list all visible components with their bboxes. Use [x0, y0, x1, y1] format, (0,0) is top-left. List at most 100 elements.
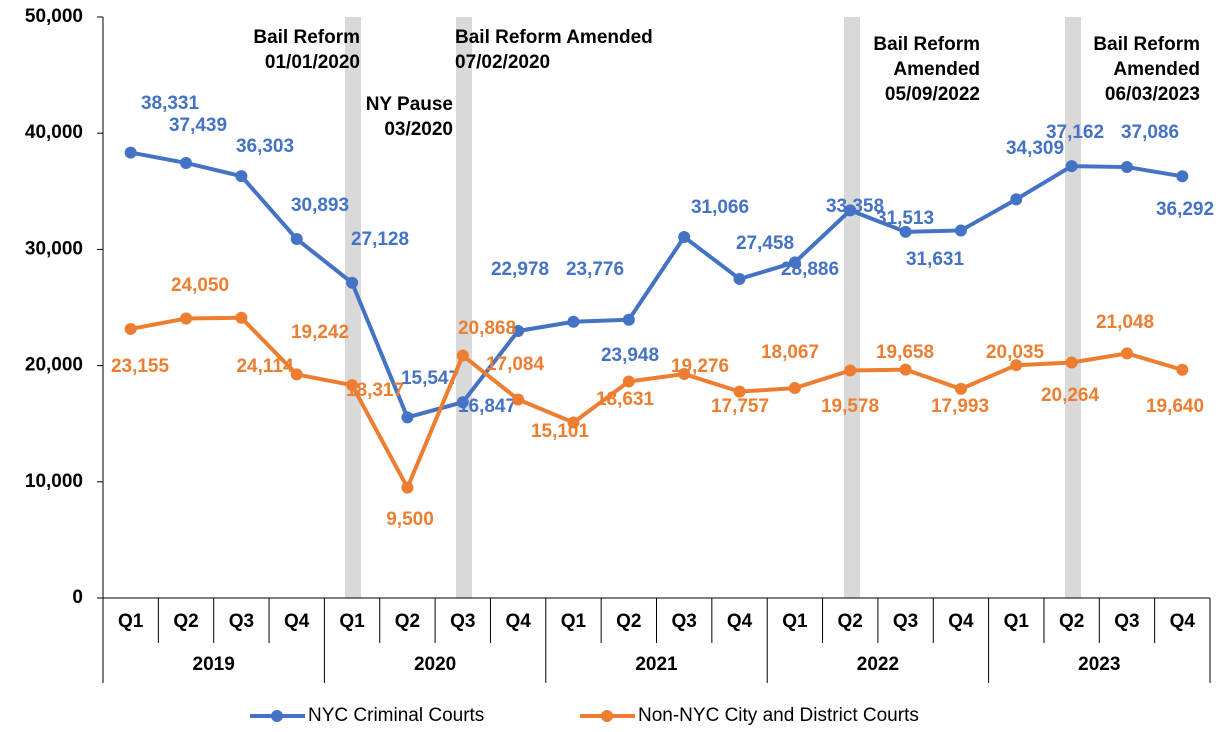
data-point	[456, 396, 469, 409]
data-point	[733, 385, 746, 398]
x-tick-label: Q4	[505, 611, 531, 632]
data-label: 22,978	[491, 259, 549, 280]
annotation: Bail Reform	[873, 34, 980, 55]
x-group-label: 2020	[414, 654, 456, 675]
data-label: 17,084	[486, 354, 545, 375]
data-label: 20,264	[1041, 385, 1100, 406]
data-point	[512, 324, 525, 337]
data-label: 36,292	[1156, 199, 1214, 220]
data-point	[346, 379, 359, 392]
data-point	[235, 311, 248, 324]
data-point	[788, 256, 801, 269]
data-point	[1120, 347, 1133, 360]
data-label: 18,317	[346, 380, 404, 401]
annotation: Bail Reform	[253, 27, 360, 48]
legend-label: NYC Criminal Courts	[308, 705, 484, 726]
data-point	[1176, 170, 1189, 183]
data-label: 27,128	[351, 229, 409, 250]
data-label: 24,050	[171, 275, 229, 296]
y-tick-label: 0	[72, 587, 83, 608]
data-label: 23,155	[111, 356, 170, 377]
x-tick-label: Q1	[118, 611, 144, 632]
legend-marker	[601, 710, 613, 722]
data-point	[346, 276, 359, 289]
data-point	[180, 312, 193, 325]
data-label: 19,276	[671, 356, 729, 377]
event-band	[844, 17, 860, 598]
data-label: 20,035	[986, 342, 1045, 363]
data-label: 31,513	[876, 208, 934, 229]
series-line	[130, 150, 1183, 420]
y-tick-label: 10,000	[25, 471, 83, 492]
x-tick-label: Q4	[1170, 611, 1196, 632]
data-point	[1065, 356, 1078, 369]
data-point	[622, 313, 635, 326]
data-point	[1176, 363, 1189, 376]
x-tick-label: Q4	[284, 611, 310, 632]
x-tick-label: Q2	[616, 611, 641, 632]
annotation: 01/01/2020	[265, 52, 360, 73]
data-label: 30,893	[291, 195, 349, 216]
data-label: 31,066	[691, 197, 749, 218]
annotation: 03/2020	[384, 119, 453, 140]
data-point	[290, 233, 303, 246]
data-label: 19,578	[821, 396, 879, 417]
y-tick-label: 40,000	[25, 122, 83, 143]
data-point	[678, 368, 691, 381]
data-point	[622, 375, 635, 388]
data-label: 24,114	[236, 356, 293, 377]
annotation: 05/09/2022	[885, 84, 980, 105]
data-label: 37,086	[1121, 122, 1179, 143]
event-band	[456, 17, 472, 598]
data-label: 19,242	[291, 322, 349, 343]
event-band	[1065, 17, 1081, 598]
legend-label: Non-NYC City and District Courts	[638, 705, 919, 726]
x-group-label: 2019	[193, 654, 235, 675]
y-tick-label: 20,000	[25, 355, 83, 376]
data-point	[124, 322, 137, 335]
annotation: 07/02/2020	[455, 52, 550, 73]
data-label: 15,101	[531, 421, 590, 442]
x-tick-label: Q2	[838, 611, 863, 632]
data-point	[678, 231, 691, 244]
data-point	[788, 382, 801, 395]
data-label: 19,658	[876, 342, 934, 363]
data-label: 31,631	[906, 249, 965, 270]
x-group-label: 2021	[635, 654, 678, 675]
event-band	[345, 17, 361, 598]
data-point	[512, 393, 525, 406]
annotation: 06/03/2023	[1105, 84, 1200, 105]
data-point	[954, 224, 967, 237]
data-point	[401, 481, 414, 494]
data-label: 21,048	[1096, 312, 1154, 333]
x-tick-label: Q4	[727, 611, 753, 632]
annotation: Amended	[893, 59, 980, 80]
y-tick-label: 50,000	[25, 6, 83, 27]
x-tick-label: Q1	[339, 611, 365, 632]
data-point	[456, 349, 469, 362]
annotation: Bail Reform	[1093, 34, 1200, 55]
data-label: 16,847	[458, 396, 516, 417]
x-tick-label: Q3	[450, 611, 475, 632]
data-point	[899, 225, 912, 238]
data-label: 37,162	[1046, 122, 1104, 143]
data-label: 17,757	[711, 396, 769, 417]
data-point	[844, 204, 857, 217]
x-tick-label: Q1	[561, 611, 587, 632]
x-tick-label: Q1	[1004, 611, 1030, 632]
data-point	[235, 170, 248, 183]
data-label: 27,458	[736, 233, 794, 254]
data-point	[401, 411, 414, 424]
data-label: 18,631	[596, 389, 655, 410]
data-label: 34,309	[1006, 138, 1064, 159]
annotation: NY Pause	[366, 94, 453, 115]
x-group-label: 2023	[1078, 654, 1120, 675]
x-tick-label: Q3	[893, 611, 918, 632]
legend-marker	[271, 710, 283, 722]
data-label: 23,948	[601, 345, 659, 366]
data-point	[899, 363, 912, 376]
x-tick-label: Q4	[948, 611, 974, 632]
annotation: Amended	[1113, 59, 1200, 80]
y-tick-label: 30,000	[25, 238, 83, 259]
